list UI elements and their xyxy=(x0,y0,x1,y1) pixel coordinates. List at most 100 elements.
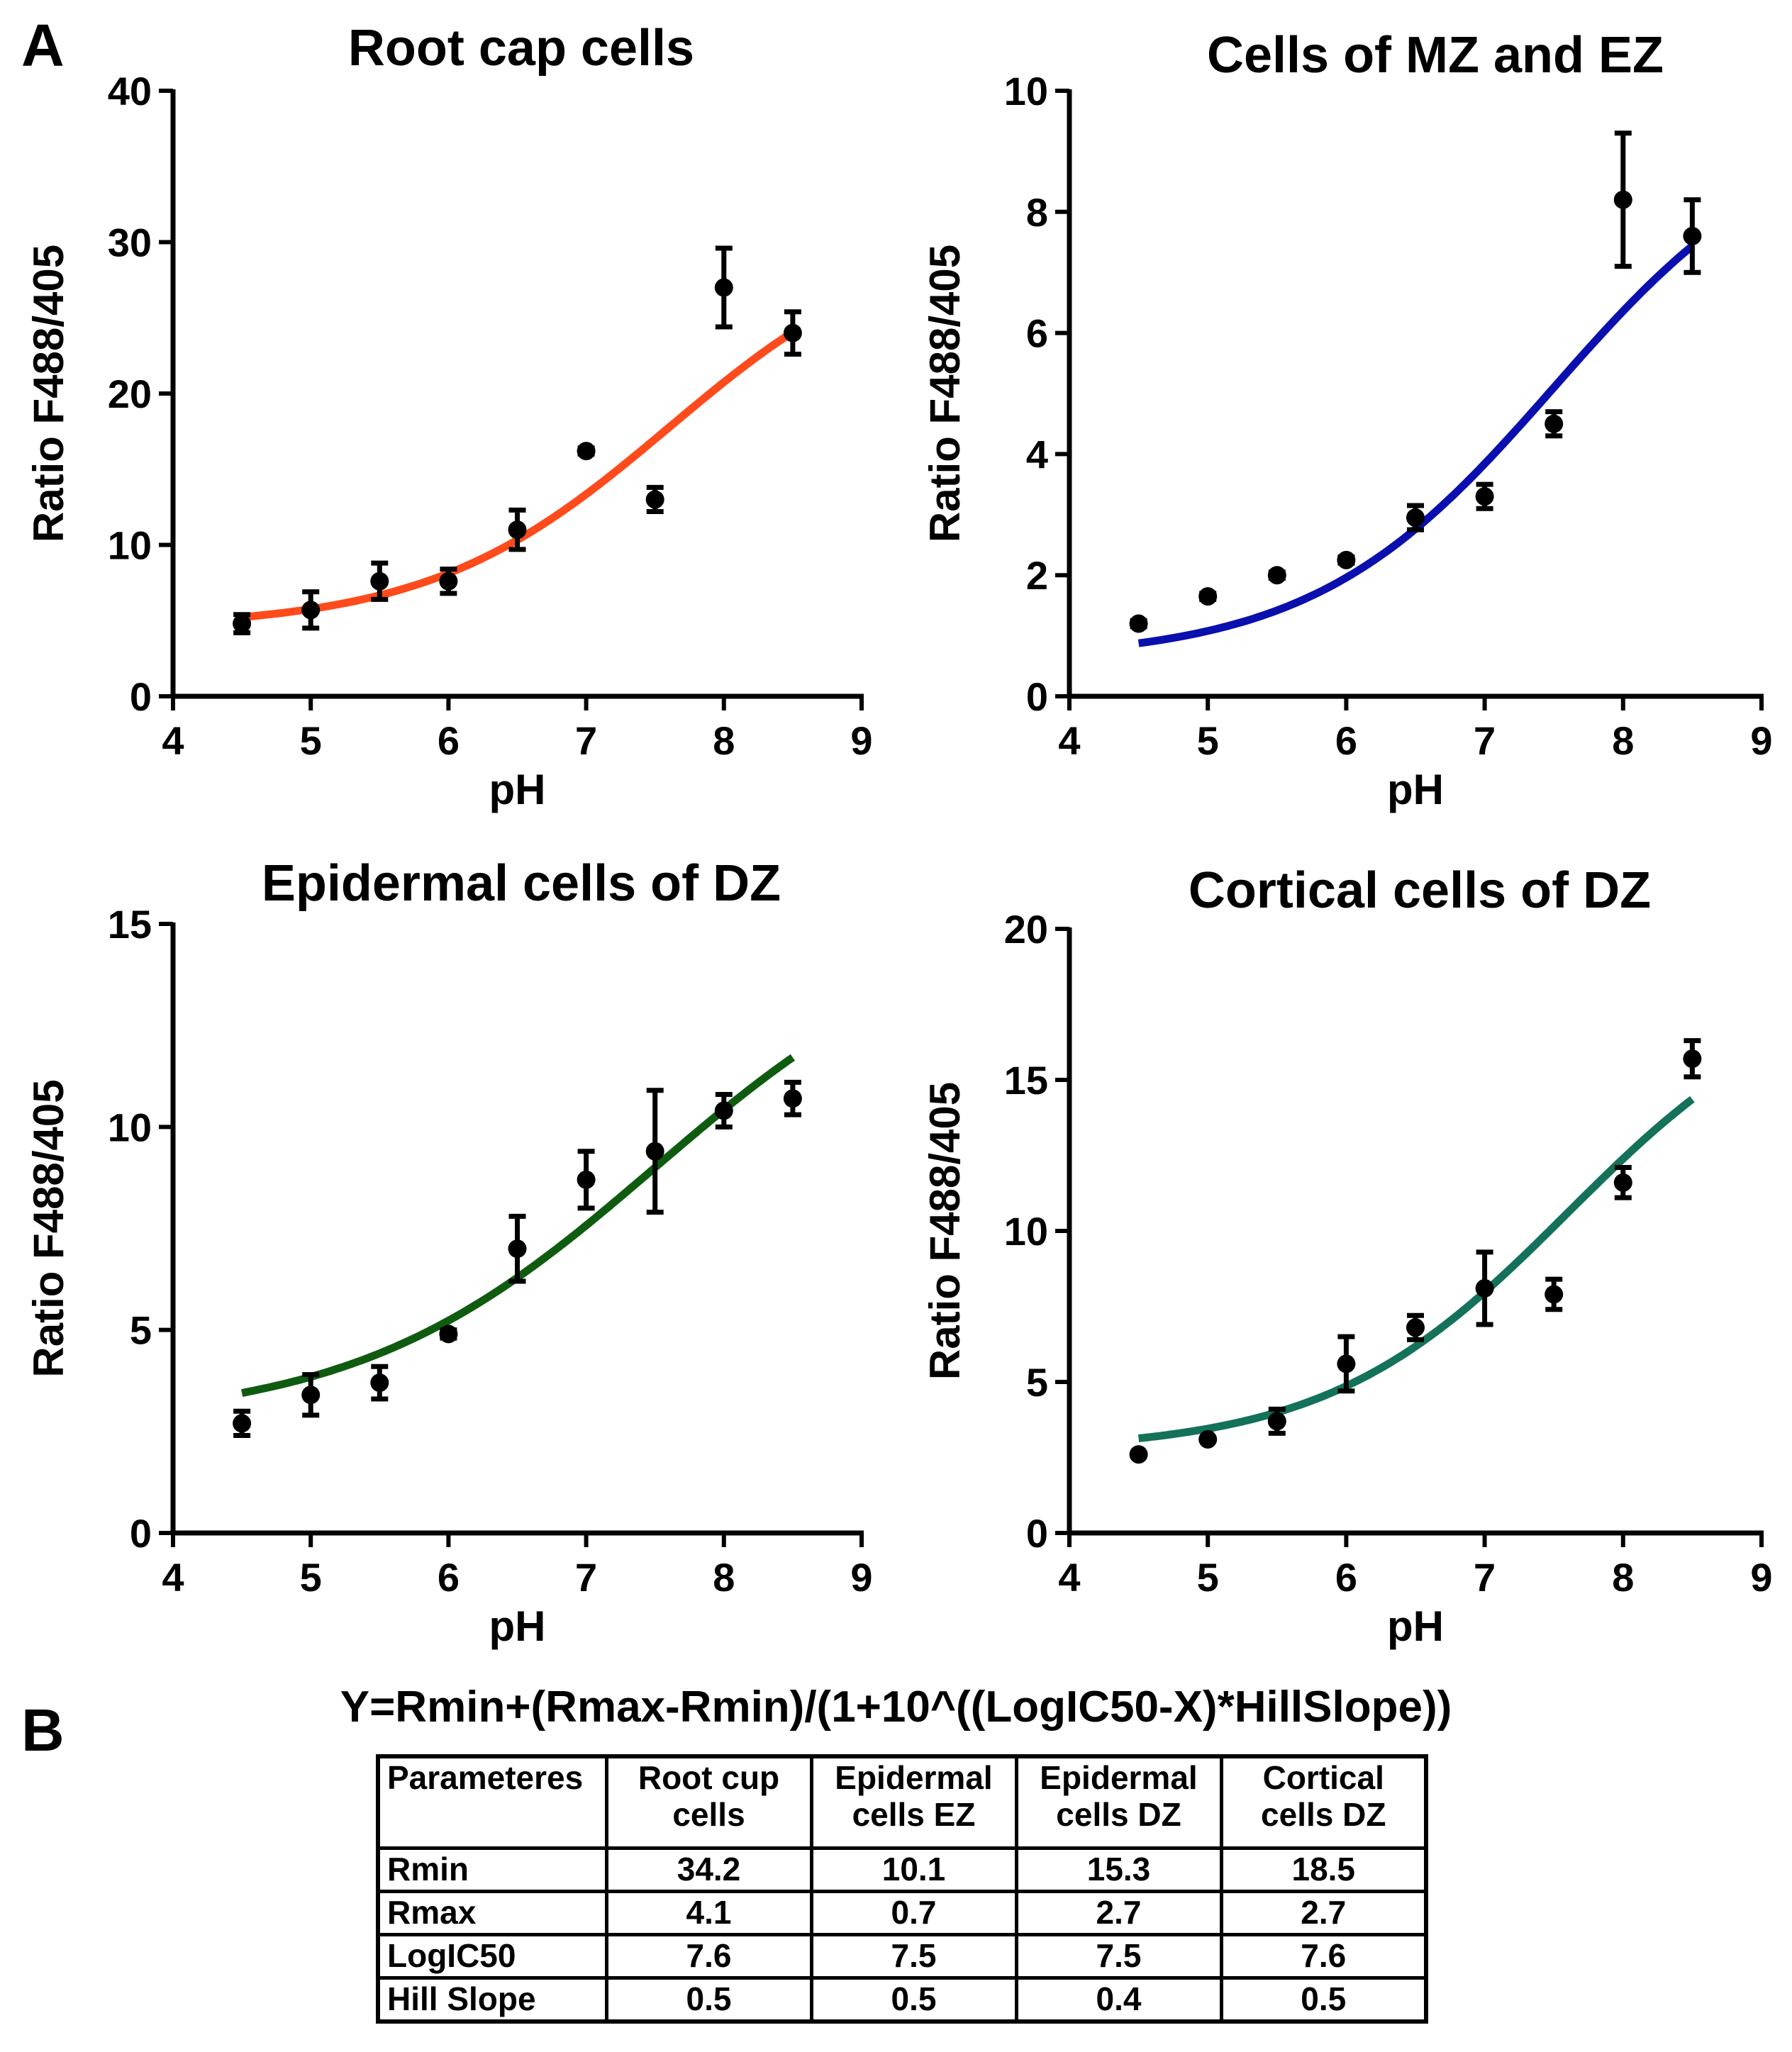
y-tick-label: 5 xyxy=(1026,1360,1048,1405)
table-cell: LogIC50 xyxy=(376,1933,608,1980)
chart-title: Cortical cells of DZ xyxy=(1189,862,1651,919)
data-point xyxy=(1337,550,1356,569)
x-tick-label: 6 xyxy=(1335,718,1357,763)
x-axis-label: pH xyxy=(489,766,546,813)
x-tick-label: 7 xyxy=(575,1555,597,1600)
y-tick-label: 0 xyxy=(130,1511,152,1556)
data-point xyxy=(508,1239,527,1259)
table-cell: 15.3 xyxy=(1014,1846,1223,1893)
x-tick-label: 7 xyxy=(1474,718,1496,763)
y-tick-label: 20 xyxy=(1004,907,1048,952)
data-point xyxy=(370,571,389,591)
x-tick-label: 5 xyxy=(300,718,322,763)
table-cell: 0.5 xyxy=(604,1976,813,2024)
y-tick-label: 8 xyxy=(1026,190,1048,235)
table-row-rmin: Rmin 34.2 10.1 15.3 18.5 xyxy=(376,1846,1428,1893)
x-tick-label: 8 xyxy=(1612,1555,1634,1600)
x-tick-label: 4 xyxy=(1058,718,1080,763)
table-header-row: Parameteres Root cup cells Epidermal cells… xyxy=(376,1754,1428,1850)
table-cell: 0.4 xyxy=(1014,1976,1223,2024)
panel-b-label: B xyxy=(21,1697,65,1763)
table-row-hill-slope: Hill Slope 0.5 0.5 0.4 0.5 xyxy=(376,1976,1428,2024)
data-point xyxy=(1683,1049,1702,1069)
data-point xyxy=(714,278,733,297)
fit-curve xyxy=(241,328,795,621)
header-cortical-cells-dz: Cortical cells DZ xyxy=(1219,1754,1428,1850)
table-cell: 0.5 xyxy=(809,1976,1018,2024)
table-cell: 18.5 xyxy=(1219,1846,1428,1893)
table-cell: 0.7 xyxy=(809,1890,1018,1936)
header-text: Root cup xyxy=(638,1759,780,1796)
data-point xyxy=(439,571,458,591)
table-cell: 7.5 xyxy=(1014,1933,1223,1980)
x-tick-label: 9 xyxy=(850,1555,872,1600)
table-cell: Hill Slope xyxy=(376,1976,608,2024)
data-point xyxy=(301,601,321,620)
x-tick-label: 6 xyxy=(438,1555,460,1600)
data-point xyxy=(1406,1318,1425,1337)
x-axis-label: pH xyxy=(1387,1602,1444,1650)
header-text: Epidermal xyxy=(835,1759,993,1796)
data-point xyxy=(783,323,802,342)
header-text: cells DZ xyxy=(1056,1795,1181,1833)
y-tick-label: 2 xyxy=(1026,553,1048,598)
y-tick-label: 40 xyxy=(108,69,152,113)
panel-a-label: A xyxy=(21,12,65,79)
y-axis-label: Ratio F488/405 xyxy=(25,1079,72,1377)
data-point xyxy=(1683,226,1702,245)
header-parameters: Parameteres xyxy=(376,1754,608,1850)
y-tick-label: 15 xyxy=(1004,1058,1048,1103)
data-point xyxy=(1406,508,1425,528)
data-point xyxy=(1613,1173,1632,1192)
x-tick-label: 5 xyxy=(300,1555,322,1600)
x-tick-label: 4 xyxy=(162,718,184,763)
data-point xyxy=(1198,587,1218,606)
fit-curve xyxy=(1138,1095,1695,1442)
chart-title: Epidermal cells of DZ xyxy=(262,855,781,912)
data-point xyxy=(577,1170,596,1189)
x-tick-label: 5 xyxy=(1197,718,1219,763)
data-point xyxy=(233,1414,252,1433)
x-tick-label: 4 xyxy=(162,1555,184,1600)
y-tick-label: 0 xyxy=(1026,674,1048,719)
data-point xyxy=(370,1373,389,1393)
data-point xyxy=(1129,614,1148,633)
data-point xyxy=(1267,566,1286,585)
data-point xyxy=(645,490,664,509)
x-tick-label: 8 xyxy=(713,718,735,763)
data-point xyxy=(714,1101,733,1120)
data-point xyxy=(508,520,527,540)
header-text: Epidermal xyxy=(1040,1759,1198,1796)
y-tick-label: 10 xyxy=(108,1105,152,1149)
chart-3: Epidermal cells of DZ 0 5 10 15 4 5 6 7 8 9 pH Ratio… xyxy=(25,855,873,1650)
x-axis-label: pH xyxy=(489,1602,546,1650)
y-tick-label: 10 xyxy=(1004,1209,1048,1254)
y-tick-label: 10 xyxy=(1004,69,1048,113)
y-axis-label: Ratio F488/405 xyxy=(921,245,969,542)
y-tick-label: 0 xyxy=(130,674,152,719)
data-point xyxy=(1129,1445,1148,1464)
data-point xyxy=(577,442,596,461)
y-tick-label: 6 xyxy=(1026,311,1048,356)
table-cell: Rmin xyxy=(376,1846,608,1893)
data-point xyxy=(1267,1412,1286,1431)
header-text: cells xyxy=(672,1795,745,1833)
header-root-cup-cells: Root cup cells xyxy=(604,1754,813,1850)
y-axis-label: Ratio F488/405 xyxy=(25,245,72,542)
data-point xyxy=(233,614,252,633)
data-point xyxy=(1545,1285,1564,1304)
y-axis-label: Ratio F488/405 xyxy=(921,1082,969,1380)
x-tick-label: 4 xyxy=(1058,1555,1080,1600)
data-point xyxy=(1198,1429,1218,1449)
parameter-table: Parameteres Root cup cells Epidermal cells… xyxy=(376,1754,1428,2024)
chart-2: Cells of MZ and EZ 0 2 4 6 8 10 4 5 6 7 8 9 pH Ratio F… xyxy=(921,27,1773,813)
x-tick-label: 9 xyxy=(850,718,872,763)
x-tick-label: 7 xyxy=(1474,1555,1496,1600)
table-cell: 34.2 xyxy=(604,1846,813,1893)
x-tick-label: 8 xyxy=(713,1555,735,1600)
x-axis-label: pH xyxy=(1387,766,1444,813)
header-epidermal-cells-dz: Epidermal cells DZ xyxy=(1014,1754,1223,1850)
x-tick-label: 6 xyxy=(438,718,460,763)
x-tick-label: 8 xyxy=(1612,718,1634,763)
